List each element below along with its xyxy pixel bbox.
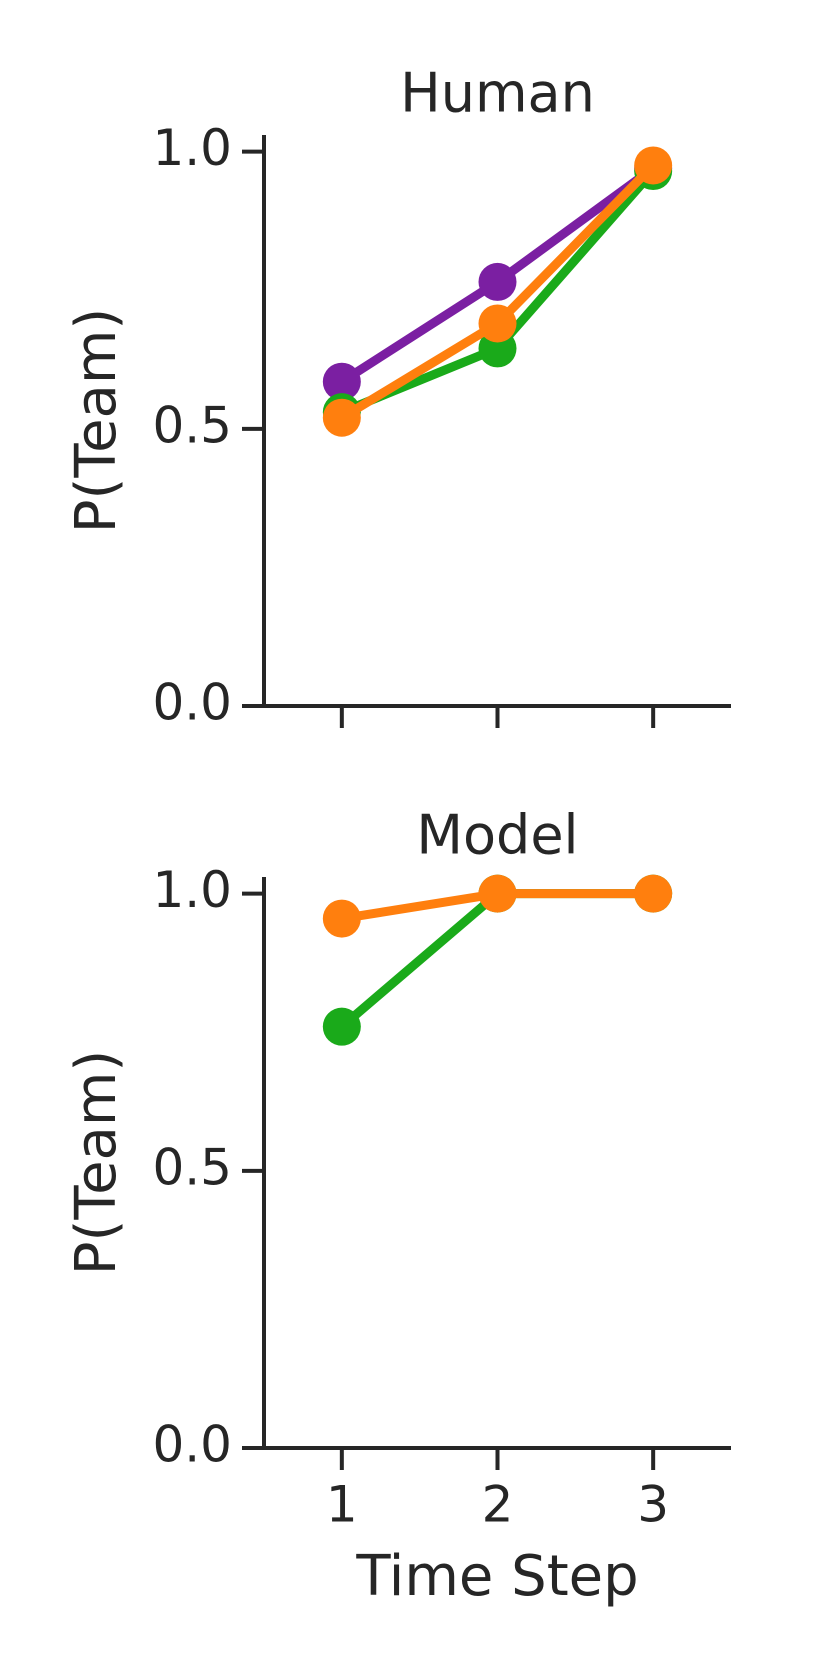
y-tick-label: 1.0 bbox=[152, 119, 232, 177]
x-tick-label: 1 bbox=[326, 1476, 358, 1534]
point bbox=[322, 899, 361, 938]
point bbox=[322, 362, 361, 401]
y-tick-label: 0.5 bbox=[152, 1138, 232, 1196]
chart-title: Model bbox=[416, 804, 578, 867]
point bbox=[478, 304, 517, 343]
x-tick-label: 2 bbox=[482, 1476, 514, 1534]
y-tick-label: 0.0 bbox=[152, 674, 232, 732]
chart-title: Human bbox=[400, 62, 595, 125]
point bbox=[634, 146, 673, 185]
point bbox=[322, 1007, 361, 1046]
y-tick-label: 0.0 bbox=[152, 1416, 232, 1474]
y-axis-label: P(Team) bbox=[64, 1050, 129, 1275]
y-tick-label: 0.5 bbox=[152, 396, 232, 454]
y-tick-label: 1.0 bbox=[152, 861, 232, 919]
point bbox=[478, 262, 517, 301]
point bbox=[634, 874, 673, 913]
point bbox=[478, 874, 517, 913]
point bbox=[322, 398, 361, 437]
x-axis-label: Time Step bbox=[355, 1544, 638, 1609]
x-tick-label: 3 bbox=[637, 1476, 669, 1534]
y-axis-label: P(Team) bbox=[64, 308, 129, 533]
